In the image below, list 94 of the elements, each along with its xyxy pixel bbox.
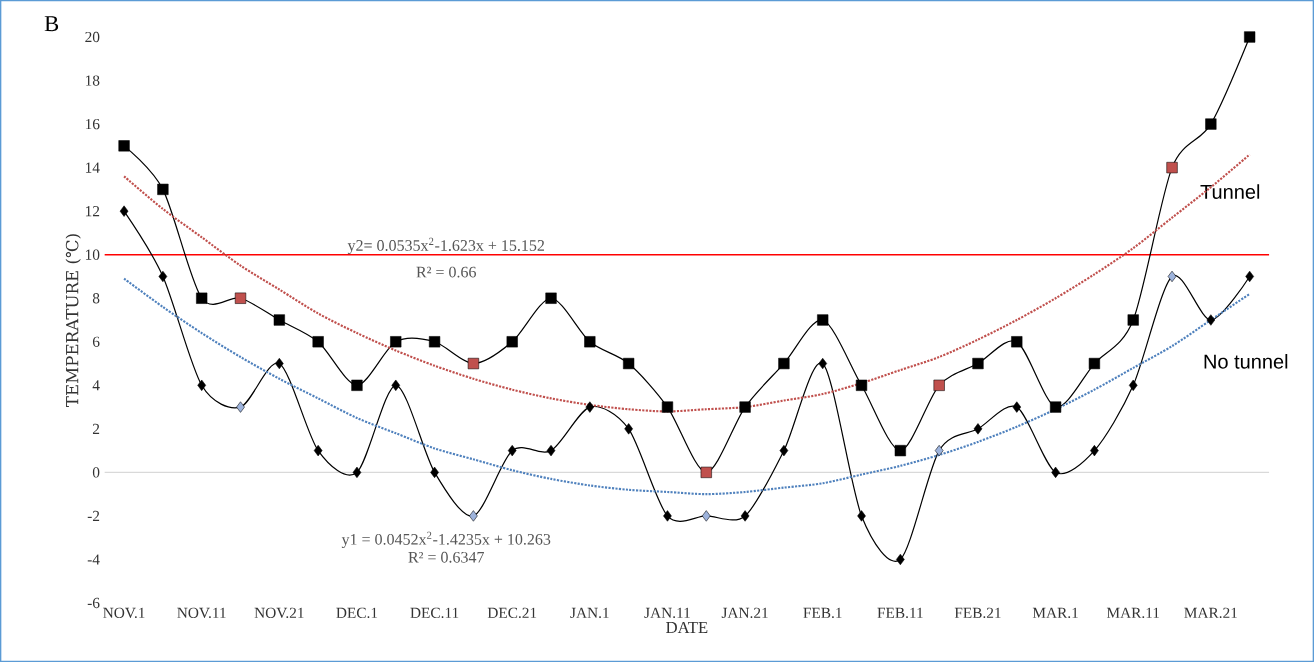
point [430,466,439,478]
x-tick-label: JAN.1 [570,607,609,619]
series-label: Tunnel [1200,184,1260,199]
point [197,379,206,391]
point [739,401,751,413]
point [624,423,633,435]
point [1244,31,1256,43]
point [702,510,711,522]
y-tick-label: 10 [85,249,100,260]
annotation: y1 = 0.0452x$^{2}$-1.4235x + 10.263 [341,531,551,549]
x-tick-label: MAR.21 [1184,607,1237,619]
annotation: R² = 0.66 [416,266,477,278]
point [1050,401,1062,413]
point [236,401,245,413]
text: B [44,16,59,32]
annotation: R² = 0.6347 [408,551,485,563]
point [740,510,750,522]
point [1012,401,1022,413]
point [894,445,906,457]
y-tick-label: 16 [85,118,100,130]
point [623,357,635,370]
point [1011,336,1023,348]
x-axis-title: DATE [666,621,708,633]
point [779,445,789,457]
point [157,183,169,195]
point [1128,379,1138,391]
point [545,292,557,304]
point [158,270,168,283]
point [585,401,595,413]
x-tick-label: DEC.11 [410,607,459,619]
x-tick-label: NOV.11 [177,607,226,619]
y-tick-label: 20 [85,31,100,43]
point [778,357,790,370]
y-tick-label: 8 [92,293,100,304]
point [1205,118,1217,130]
point [855,379,868,391]
point [352,466,362,478]
y-axis-title: TEMPERATURE (℃) [65,234,81,407]
x-tick-label: FEB.1 [803,607,842,619]
y-tick-label: 6 [92,336,100,347]
y-tick-label: -2 [87,510,100,521]
x-tick-label: JAN.21 [721,607,768,619]
y-tick-label: 0 [92,467,100,478]
point [1206,314,1216,326]
point [933,379,945,391]
y-tick-label: 2 [92,423,100,434]
point [391,379,401,391]
y-tick-label: 18 [85,75,100,86]
point [1167,270,1177,283]
point [313,445,323,457]
y-tick-label: -4 [87,554,100,565]
x-tick-label: FEB.21 [954,607,1001,619]
point [817,314,829,326]
point [273,314,285,326]
point [934,445,944,457]
point [972,357,984,370]
point [467,357,479,370]
point [428,336,441,348]
point [506,336,518,348]
point [351,379,363,391]
point [1166,162,1178,174]
x-tick-label: MAR.11 [1106,607,1160,619]
point [973,423,983,435]
x-tick-label: JAN.11 [644,607,690,619]
point [469,510,478,522]
point [196,292,208,304]
point [1127,314,1139,326]
point [700,466,712,478]
x-tick-label: NOV.1 [103,607,145,619]
point [312,336,324,348]
point [663,510,672,522]
point [1090,445,1099,457]
x-tick-label: DEC.21 [487,607,537,619]
y-tick-label: -6 [87,597,100,609]
point [661,401,674,413]
point [118,140,130,152]
point [857,510,866,522]
point [584,336,596,348]
y-tick-label: 4 [92,380,100,391]
point [234,292,247,304]
x-tick-label: MAR.1 [1032,607,1078,619]
x-tick-label: DEC.1 [336,607,378,619]
point [1088,357,1101,370]
y-tick-label: 14 [85,162,100,173]
point [507,445,517,457]
annotation: y2= 0.0535x$^{2}$-1.623x + 15.152 [347,237,545,255]
point [1051,466,1060,478]
point [119,205,129,217]
point [546,445,556,457]
series-label: No tunnel [1204,354,1288,369]
x-tick-label: FEB.11 [877,607,923,619]
x-tick-label: NOV.21 [254,607,304,619]
y-tick-label: 12 [85,206,100,217]
point [390,336,402,348]
